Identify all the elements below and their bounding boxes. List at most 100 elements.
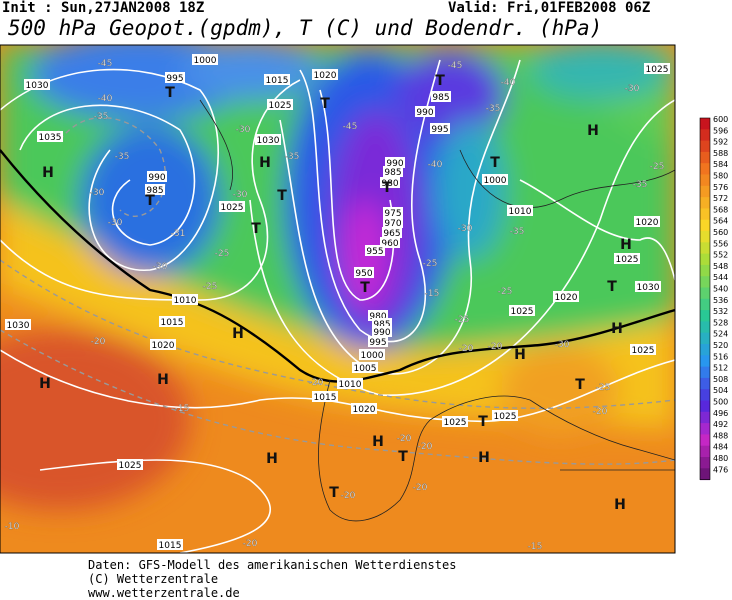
colorbar-label: 596 (713, 126, 728, 135)
colorbar-swatch (700, 377, 710, 390)
colorbar-label: 584 (713, 160, 728, 169)
pressure-label-box (630, 344, 656, 355)
colorbar-swatch (700, 468, 710, 481)
pressure-center: T (320, 96, 330, 112)
temperature-label: -30 (233, 190, 248, 200)
pressure-center: H (611, 321, 623, 337)
pressure-label-box (634, 216, 660, 227)
pressure-label-box (635, 281, 661, 292)
pressure-label: 965 (383, 229, 400, 239)
isotherms (0, 116, 675, 465)
pressure-center: T (382, 180, 392, 196)
temperature-label: -20 (91, 337, 106, 347)
colorbar-swatch (700, 434, 710, 447)
colorbar-label: 580 (713, 172, 728, 181)
colorbar-label: 572 (713, 194, 728, 203)
pressure-label: 1015 (159, 541, 182, 551)
pressure-center: T (435, 73, 445, 89)
temperature-label: -25 (455, 315, 470, 325)
temperature-label: -30 (555, 340, 570, 350)
footer-source: Daten: GFS-Modell des amerikanischen Wet… (88, 558, 457, 572)
temperature-label: -20 (397, 434, 412, 444)
temperature-label: -35 (94, 112, 109, 122)
pressure-label: 1015 (161, 318, 184, 328)
footer-copyright: (C) Wetterzentrale (88, 572, 219, 586)
init-time: Init : Sun,27JAN2008 18Z (2, 0, 205, 16)
pressure-label-box (482, 174, 508, 185)
pressure-label: 1015 (266, 76, 289, 86)
pressure-label-box (24, 79, 50, 90)
pressure-label-box (117, 459, 143, 470)
pressure-label: 1020 (314, 71, 337, 81)
pressure-center: H (266, 451, 278, 467)
pressure-label: 1025 (511, 307, 534, 317)
pressure-label-box (150, 339, 176, 350)
temperature-label: -35 (486, 104, 501, 114)
pressure-label-box (147, 171, 167, 182)
colorbar-label: 568 (713, 205, 728, 214)
footer-url: www.wetterzentrale.de (88, 586, 240, 600)
pressure-label-box (509, 305, 535, 316)
temperature-label: -15 (425, 289, 440, 299)
colorbar-swatch (700, 264, 710, 277)
temperature-label: -10 (5, 522, 20, 532)
colorbar-label: 576 (713, 183, 728, 192)
temperature-label: -15 (175, 404, 190, 414)
pressure-label-box (159, 316, 185, 327)
pressure-label: 975 (384, 209, 401, 219)
temperature-label: -45 (343, 122, 358, 132)
pressure-label: 980 (381, 179, 398, 189)
colorbar-swatch (700, 355, 710, 368)
pressure-center: T (607, 279, 617, 295)
pressure-center: T (478, 414, 488, 430)
pressure-label: 970 (384, 219, 401, 229)
pressure-label: 1020 (152, 341, 175, 351)
pressure-label: 1025 (646, 65, 669, 75)
pressure-label: 955 (366, 247, 383, 257)
temperature-label: -20 (243, 539, 258, 549)
pressure-label-box (5, 319, 31, 330)
colorbar-swatch (700, 151, 710, 164)
colorbar-label: 552 (713, 251, 728, 260)
temperature-label: -25 (215, 249, 230, 259)
pressure-label: 960 (381, 239, 398, 249)
pressure-label-box (644, 63, 670, 74)
pressure-label: 985 (373, 320, 390, 330)
pressure-label: 1025 (269, 101, 292, 111)
temperature-label: -30 (625, 84, 640, 94)
pressure-label: 1020 (555, 293, 578, 303)
pressure-label-box (337, 378, 363, 389)
pressure-label: 1015 (314, 393, 337, 403)
pressure-label-box (507, 205, 533, 216)
pressure-label-box (614, 253, 640, 264)
temperature-label: -20 (593, 407, 608, 417)
valid-time: Valid: Fri,01FEB2008 06Z (448, 0, 651, 16)
colorbar-swatch (700, 253, 710, 266)
colorbar-swatch (700, 276, 710, 288)
pressure-label-box (415, 106, 435, 117)
colorbar-label: 556 (713, 239, 728, 248)
colorbar-label: 564 (713, 217, 728, 226)
pressure-label-box (172, 294, 198, 305)
pressure-label-box (492, 410, 518, 421)
temperature-label: -30 (153, 262, 168, 272)
colorbar-label: 560 (713, 228, 728, 237)
pressure-center: H (39, 376, 51, 392)
colorbar-label: 488 (713, 431, 728, 440)
colorbar-swatch (700, 163, 710, 175)
colorbar-swatch (700, 389, 710, 401)
pressure-center: T (145, 193, 155, 209)
pressure-label: 990 (386, 159, 403, 169)
colorbar-label: 532 (713, 307, 728, 316)
pressure-label: 1030 (257, 136, 280, 146)
pressure-label-box (365, 245, 385, 256)
colorbar-swatch (700, 321, 710, 334)
pressure-label: 995 (369, 338, 386, 348)
temperature-label: -40 (98, 94, 113, 104)
map-frame (0, 44, 676, 554)
coastlines (199, 99, 675, 522)
pressure-label-box (264, 74, 290, 85)
colorbar-label: 588 (713, 149, 728, 158)
pressure-label: 1000 (194, 56, 217, 66)
